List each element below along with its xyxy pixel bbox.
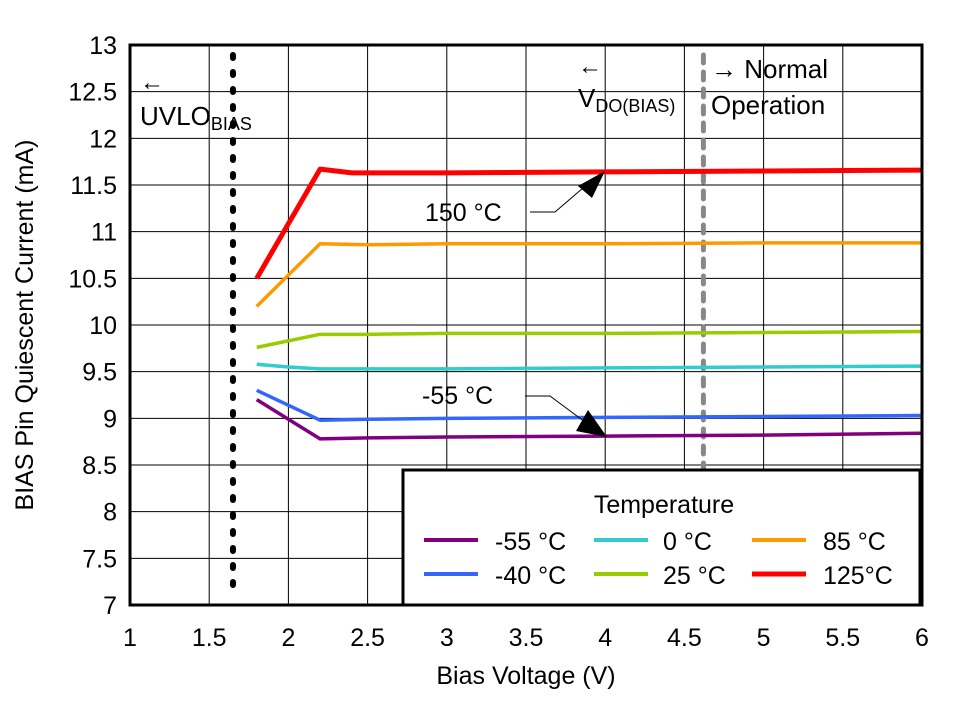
y-tick-label: 12.5 [68,79,117,107]
x-tick-label: 3.5 [509,624,544,652]
y-tick-label: 10 [89,312,117,340]
y-tick-label: 9.5 [82,359,117,387]
legend-label: 0 °C [663,528,712,556]
uvlo-main: UVLO [140,101,211,131]
vdo-label: VDO(BIAS) [578,83,675,116]
x-tick-label: 1.5 [192,624,227,652]
y-tick-labels: 7 7.5 8 8.5 9 9.5 10 10.5 11 11.5 12 12.5 13 [68,32,117,620]
y-tick-label: 8 [103,499,117,527]
normal-operation-line2: Operation [711,90,825,120]
uvlo-label: UVLOBIAS [140,101,252,134]
annotation-150c: 150 °C [425,199,502,227]
series-line [255,241,922,308]
legend-label: 125°C [823,562,893,590]
y-tick-label: 9 [103,405,117,433]
uvlo-arrow: ← [140,69,164,96]
x-tick-label: 4.5 [667,624,702,652]
x-axis-label: Bias Voltage (V) [436,662,615,690]
y-tick-label: 12 [89,125,117,153]
x-tick-labels: 1 1.5 2 2.5 3 3.5 4 4.5 5 5.5 6 [123,624,929,652]
y-tick-label: 7 [103,592,117,620]
legend-label: -55 °C [495,528,566,556]
x-tick-label: 2 [281,624,295,652]
x-tick-label: 6 [915,624,929,652]
uvlo-sub: BIAS [211,114,252,134]
series-line [255,398,923,441]
y-tick-label: 13 [89,32,117,60]
y-tick-label: 10.5 [68,265,117,293]
vdo-main: V [578,83,596,113]
annotation-150c-leader [530,181,591,213]
y-tick-label: 7.5 [82,545,117,573]
vdo-sub: DO(BIAS) [595,96,675,116]
annotation-minus55c-arrowhead [576,410,607,437]
x-tick-label: 5.5 [825,624,860,652]
y-tick-label: 11.5 [70,172,117,200]
normal-operation-line1: → Normal [711,54,828,84]
series-line [254,166,923,280]
series-line [256,362,923,371]
legend: Temperature -55 °C -40 °C 0 °C 25 °C 85 °C 12… [401,468,922,607]
x-tick-label: 3 [440,624,454,652]
series-lines [254,166,923,441]
annotation-minus55c: -55 °C [422,382,493,410]
annotation-150c-arrowhead [578,171,605,198]
vdo-arrow: ← [578,53,602,80]
x-tick-label: 2.5 [350,624,385,652]
legend-title: Temperature [594,491,734,519]
x-tick-label: 5 [757,624,771,652]
y-axis-label: BIAS Pin Quiescent Current (mA) [11,140,39,511]
x-tick-label: 4 [598,624,612,652]
annotation-minus55c-leader [525,395,586,423]
x-tick-label: 1 [123,624,137,652]
y-tick-label: 11 [91,219,117,247]
legend-box [401,468,922,607]
y-tick-label: 8.5 [82,452,117,480]
series-line [255,388,923,422]
legend-label: 85 °C [823,528,886,556]
series-line [256,329,923,350]
legend-label: -40 °C [495,562,566,590]
legend-label: 25 °C [663,562,726,590]
